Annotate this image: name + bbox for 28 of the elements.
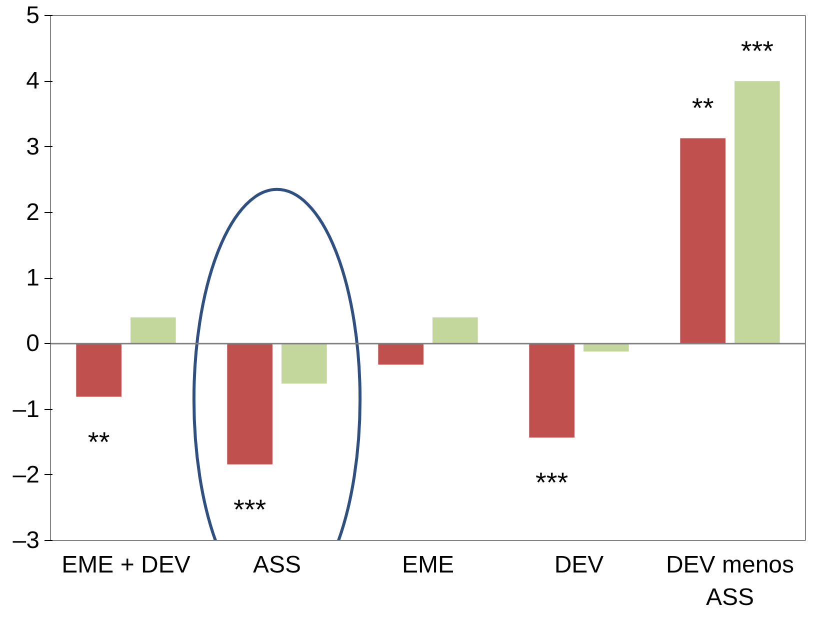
bar	[282, 344, 327, 384]
bar	[76, 344, 122, 397]
y-tick-label: 4	[26, 68, 40, 95]
annotation: ***	[740, 36, 774, 67]
bar	[529, 344, 574, 438]
y-tick-label: 1	[26, 264, 40, 292]
x-tick-label: EME + DEV	[62, 552, 190, 578]
x-tick-label: ASS	[252, 552, 302, 578]
y-tick-label: –2	[12, 461, 40, 488]
y-tick-label: –1	[12, 396, 40, 423]
x-tick-label: EME	[402, 552, 454, 578]
bar	[432, 317, 478, 344]
x-tick-label: DEV	[554, 552, 604, 578]
x-tick-label: DEV menos ASS	[666, 552, 794, 611]
bar	[734, 81, 780, 344]
annotation: ***	[535, 466, 568, 498]
y-tick-label: 5	[26, 2, 40, 29]
bar	[227, 344, 272, 464]
bar	[378, 344, 424, 365]
bar	[130, 317, 176, 344]
y-tick-label: 0	[26, 330, 40, 358]
annotation: ***	[233, 494, 266, 525]
annotation: **	[692, 92, 714, 124]
y-tick-label: 2	[26, 198, 40, 226]
annotation: **	[88, 426, 110, 458]
bar	[680, 138, 726, 344]
y-tick-label: 3	[26, 133, 40, 160]
y-tick-label: –3	[12, 527, 40, 554]
